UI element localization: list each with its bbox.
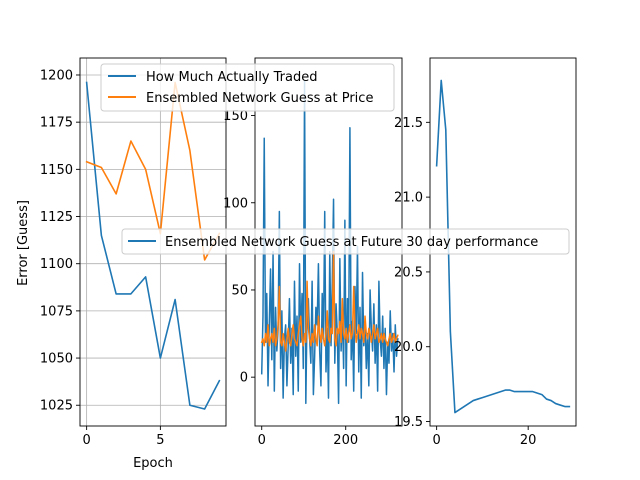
panel3-ytick-label-2: 20.5 bbox=[394, 265, 423, 280]
legend-panel3: Ensembled Network Guess at Future 30 day… bbox=[121, 228, 570, 255]
panel2-xtick-label-0: 0 bbox=[258, 433, 266, 448]
panel1-ytick-label-5: 1150 bbox=[40, 163, 73, 178]
panel1-ticks: 0 5 1025 1050 1075 1100 1125 1150 1175 1200 bbox=[40, 68, 165, 448]
panel3-lines bbox=[435, 79, 571, 414]
legend-panel1-box bbox=[100, 63, 395, 112]
panel1-ytick-label-4: 1125 bbox=[40, 210, 73, 225]
panel1-xtick-label-1: 5 bbox=[156, 433, 164, 448]
panel3-ytick-label-1: 20.0 bbox=[394, 340, 423, 355]
panel3-ytick-label-3: 21.0 bbox=[394, 191, 423, 206]
panel2-series-1-line bbox=[260, 250, 399, 352]
legend-label-future-performance: Ensembled Network Guess at Future 30 day… bbox=[165, 235, 538, 250]
panel1-ytick-label-1: 1050 bbox=[40, 352, 73, 367]
panel1-lines bbox=[85, 81, 221, 410]
panel2-ytick-label-3: 150 bbox=[223, 109, 248, 124]
panel3-xtick-label-1: 20 bbox=[520, 433, 537, 448]
panel1-series-1-line bbox=[85, 81, 221, 261]
panel1-ytick-label-6: 1175 bbox=[40, 116, 73, 131]
legend-panel1: How Much Actually Traded Ensembled Netwo… bbox=[100, 63, 395, 112]
panel3-ticks: 0 20 19.5 20.0 20.5 21.0 21.5 bbox=[394, 116, 536, 448]
panel2-xtick-label-1: 200 bbox=[333, 433, 358, 448]
legend-label-actual-traded: How Much Actually Traded bbox=[146, 70, 317, 85]
panel1-series-0-line bbox=[85, 81, 221, 410]
panel1-ytick-label-7: 1200 bbox=[40, 68, 73, 83]
panel1-ytick-label-3: 1100 bbox=[40, 257, 73, 272]
panel1-xtick-label-0: 0 bbox=[82, 433, 90, 448]
panel2-ytick-label-2: 100 bbox=[223, 196, 248, 211]
panel2-ytick-label-0: 0 bbox=[240, 371, 248, 386]
panel1-ytick-label-0: 1025 bbox=[40, 399, 73, 414]
panel3-series-0-line bbox=[435, 79, 571, 414]
panel3-ytick-label-4: 21.5 bbox=[394, 116, 423, 131]
panel3-ytick-label-0: 19.5 bbox=[394, 415, 423, 430]
panel2-ticks: 0 200 0 50 100 150 bbox=[223, 109, 358, 448]
panel2-ytick-label-1: 50 bbox=[231, 283, 248, 298]
panel1-xlabel: Epoch bbox=[133, 456, 173, 471]
panel1-ytick-label-2: 1075 bbox=[40, 304, 73, 319]
legend-panel3-box bbox=[121, 228, 570, 255]
panel1-ylabel: Error [Guess] bbox=[16, 200, 31, 286]
legend-label-price-guess: Ensembled Network Guess at Price bbox=[146, 91, 373, 106]
panel3-xtick-label-0: 0 bbox=[432, 433, 440, 448]
